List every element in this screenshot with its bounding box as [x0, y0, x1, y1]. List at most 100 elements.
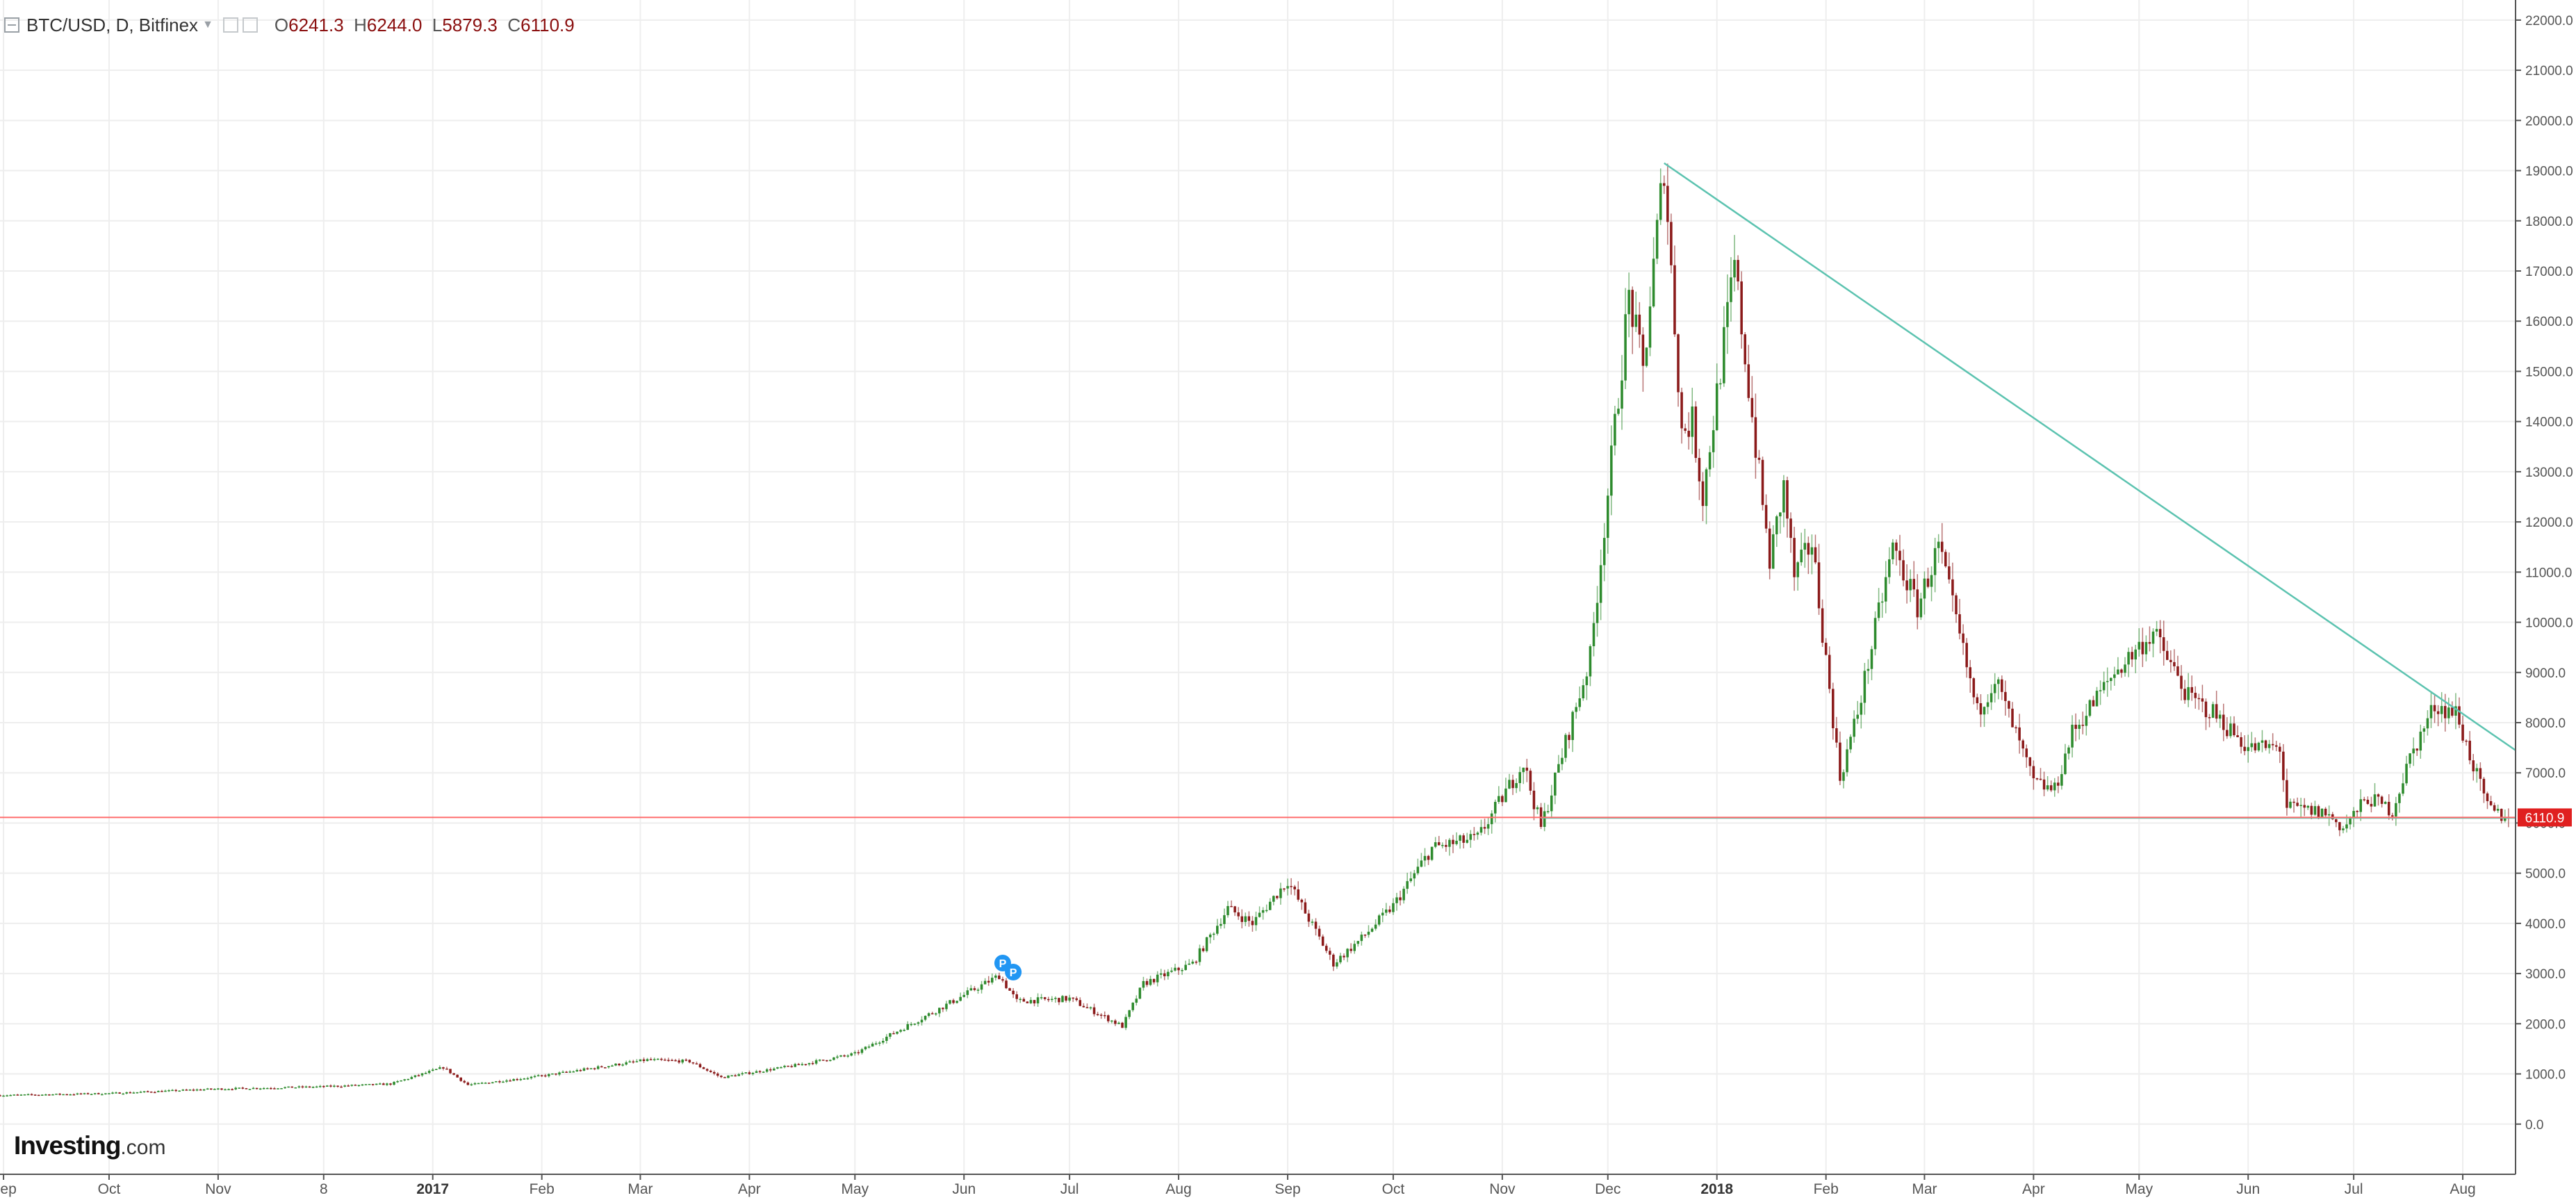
candle-body	[44, 1094, 47, 1096]
event-marker-circle[interactable]	[1005, 964, 1022, 980]
candle-body	[2479, 768, 2482, 779]
candle	[1110, 1020, 1113, 1024]
candle-body	[2085, 716, 2088, 726]
candle	[2306, 805, 2310, 810]
candle	[2426, 710, 2429, 736]
candle-body	[938, 1008, 941, 1014]
candle	[1627, 272, 1630, 338]
x-tick-label: Apr	[2022, 1181, 2045, 1197]
candle	[1933, 537, 1937, 593]
candle-body	[1346, 948, 1349, 957]
event-markers[interactable]: PP	[994, 955, 1022, 980]
symbol-title[interactable]: BTC/USD, D, Bitfinex	[26, 14, 199, 35]
collapse-icon[interactable]	[4, 17, 19, 33]
candle-body	[2131, 652, 2133, 660]
event-marker[interactable]: P	[1005, 964, 1022, 980]
candle-body	[1065, 996, 1067, 1001]
candle-body	[653, 1059, 656, 1060]
candle	[1029, 996, 1033, 1005]
candle	[660, 1058, 663, 1061]
candle-body	[681, 1059, 684, 1063]
candle-body	[1135, 998, 1138, 1003]
candle-body	[1184, 964, 1187, 971]
candle	[473, 1082, 477, 1085]
settings-icon[interactable]	[222, 17, 238, 33]
candle	[167, 1089, 170, 1092]
candle-body	[149, 1092, 153, 1093]
candle	[980, 980, 983, 994]
candle-body	[1595, 602, 1599, 623]
y-tick-label: 3000.0	[2525, 967, 2566, 982]
drawing-lines[interactable]	[0, 162, 2516, 819]
candle	[1614, 405, 1616, 456]
candle	[164, 1090, 167, 1092]
candle	[1065, 996, 1067, 1003]
candle	[1089, 1006, 1092, 1010]
candle-body	[2134, 649, 2137, 660]
candle-body	[375, 1083, 378, 1085]
candle	[955, 1001, 958, 1004]
candle	[2282, 743, 2285, 792]
candle-body	[1145, 980, 1149, 985]
candle-body	[1624, 314, 1627, 381]
candle-body	[2201, 698, 2204, 702]
candle	[224, 1088, 227, 1091]
candle	[983, 978, 987, 985]
hide-icon[interactable]	[242, 17, 258, 33]
candle-body	[413, 1075, 417, 1078]
ohlc-values: O6241.3 H6244.0 L5879.3 C6110.9	[274, 15, 575, 36]
candle	[495, 1080, 498, 1083]
candle	[86, 1092, 90, 1095]
candle-body	[1377, 915, 1381, 925]
candle-body	[280, 1088, 283, 1090]
candle	[403, 1078, 407, 1082]
descending-trendline[interactable]	[1664, 162, 2516, 751]
candle-body	[1730, 277, 1732, 302]
candle-body	[470, 1084, 473, 1086]
candle	[97, 1092, 100, 1095]
candle	[558, 1071, 561, 1076]
candle	[2060, 765, 2063, 790]
candle-body	[2215, 704, 2218, 719]
candle-body	[1381, 912, 1384, 916]
candle-body	[885, 1036, 888, 1041]
candle	[2025, 744, 2028, 768]
candle-body	[210, 1088, 213, 1090]
candle-body	[1311, 921, 1314, 923]
candle-body	[13, 1094, 16, 1096]
candle	[2120, 668, 2123, 678]
candle-body	[2345, 824, 2348, 829]
candle	[1888, 547, 1891, 584]
candle-body	[1670, 222, 1673, 265]
candle-body	[9, 1094, 12, 1096]
candle-body	[874, 1043, 878, 1045]
candle	[129, 1091, 132, 1094]
candle-body	[913, 1024, 917, 1025]
candle	[255, 1087, 259, 1090]
candle	[2015, 725, 2017, 734]
candle	[1919, 593, 1923, 620]
candle	[2419, 724, 2422, 759]
candle-body	[998, 975, 1001, 980]
candle-body	[821, 1060, 825, 1061]
candle	[632, 1060, 635, 1064]
candle	[818, 1059, 821, 1062]
candle	[420, 1073, 424, 1077]
candle	[1621, 354, 1623, 430]
candle	[1307, 910, 1311, 928]
candle	[1279, 882, 1282, 905]
candle	[1740, 271, 1743, 349]
candle	[1701, 472, 1705, 522]
candle	[1409, 871, 1413, 883]
chevron-down-icon[interactable]: ▼	[202, 19, 213, 31]
y-tick-label: 5000.0	[2525, 867, 2566, 882]
candle	[1694, 401, 1698, 463]
candle-body	[438, 1067, 441, 1069]
candle	[1321, 934, 1324, 946]
candle	[621, 1063, 624, 1067]
candle	[118, 1092, 121, 1094]
candle-body	[417, 1075, 420, 1076]
candle-body	[516, 1078, 519, 1080]
candle-body	[611, 1065, 614, 1067]
